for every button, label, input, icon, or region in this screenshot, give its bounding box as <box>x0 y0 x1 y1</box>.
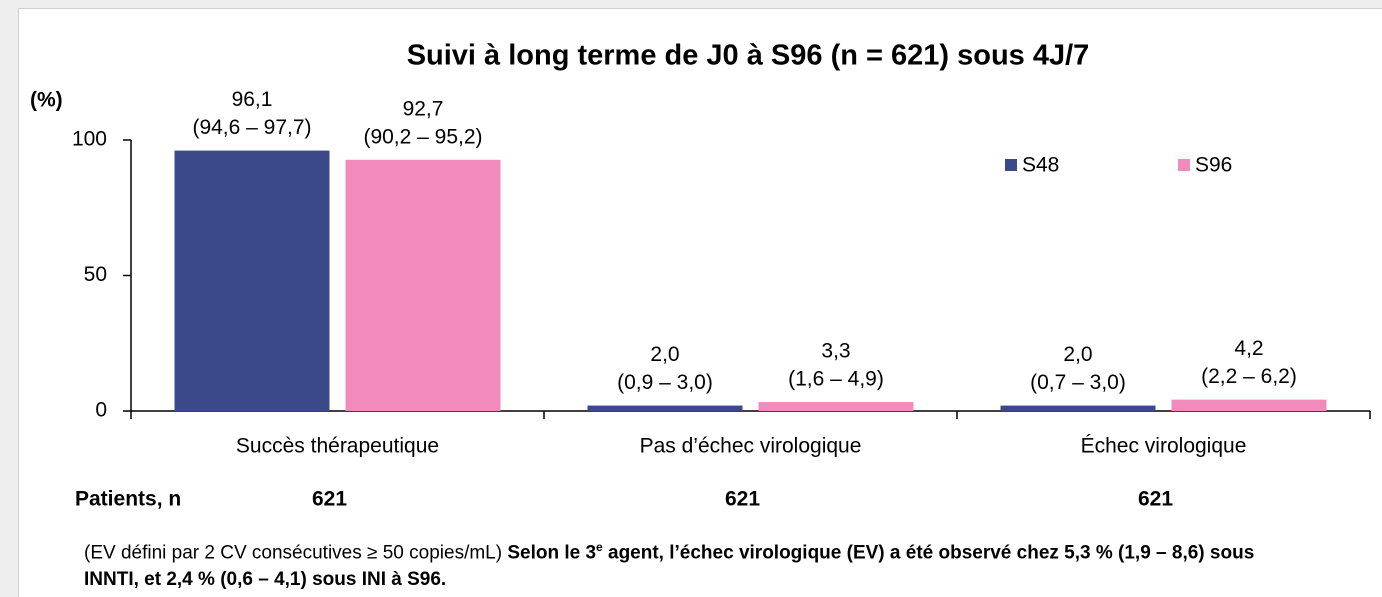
chart-title: Suivi à long terme de J0 à S96 (n = 621)… <box>407 40 1090 72</box>
legend-label: S48 <box>1022 154 1059 177</box>
x-tick-label: Échec virologique <box>1081 435 1247 458</box>
y-tick-label: 0 <box>95 399 107 422</box>
legend-swatch <box>1005 159 1017 171</box>
bar <box>587 405 743 411</box>
interval-label: (90,2 – 95,2) <box>363 125 482 148</box>
value-label: 3,3 <box>821 340 850 363</box>
footnote: (EV défini par 2 CV consécutives ≥ 50 co… <box>84 534 1284 593</box>
interval-label: (0,7 – 3,0) <box>1030 371 1126 394</box>
x-tick-label: Succès thérapeutique <box>236 435 439 458</box>
interval-label: (0,9 – 3,0) <box>617 371 713 394</box>
patients-value: 621 <box>312 488 347 511</box>
value-label: 2,0 <box>650 343 679 366</box>
patients-value: 621 <box>1138 488 1173 511</box>
y-tick-label: 100 <box>72 128 107 151</box>
bar <box>174 150 330 411</box>
bar <box>1000 405 1156 411</box>
note-text: Selon le 3 <box>507 542 597 564</box>
legend-swatch <box>1178 159 1190 171</box>
note-text: (EV défini par 2 CV consécutives ≥ 50 co… <box>84 542 508 564</box>
patients-value: 621 <box>725 488 760 511</box>
bar <box>345 159 501 411</box>
value-label: 92,7 <box>403 97 444 120</box>
bar <box>1171 399 1327 411</box>
value-label: 4,2 <box>1234 337 1263 360</box>
patients-label: Patients, n <box>75 488 181 511</box>
value-label: 96,1 <box>232 88 273 111</box>
y-axis-label: (%) <box>30 89 63 112</box>
interval-label: (94,6 – 97,7) <box>192 116 311 139</box>
interval-label: (1,6 – 4,9) <box>788 368 884 391</box>
note-text: agent, l’échec virologique (EV) a été ob… <box>84 542 1255 591</box>
value-label: 2,0 <box>1063 343 1092 366</box>
bar <box>758 402 914 411</box>
note-sup: e <box>596 540 603 554</box>
x-tick-label: Pas d’échec virologique <box>640 435 862 458</box>
legend-label: S96 <box>1195 154 1232 177</box>
interval-label: (2,2 – 6,2) <box>1201 365 1297 388</box>
y-tick-label: 50 <box>84 263 107 286</box>
